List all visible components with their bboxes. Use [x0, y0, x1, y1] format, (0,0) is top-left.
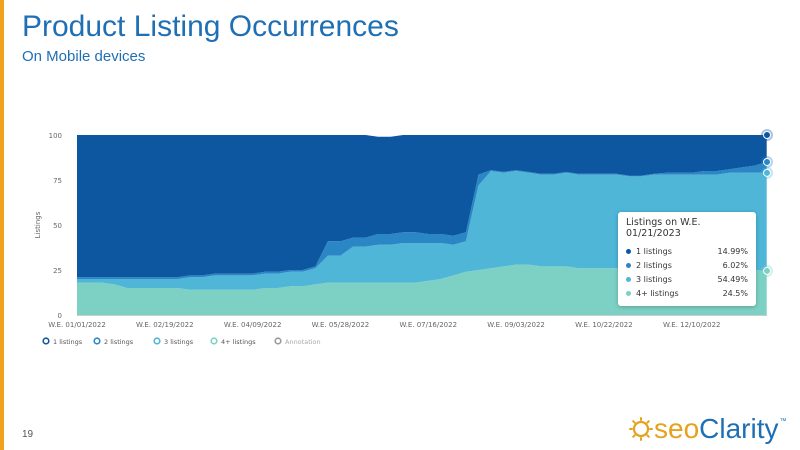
tooltip-series-value: 24.5%	[722, 288, 748, 298]
tooltip-series-name: 1 listings	[636, 246, 672, 256]
area-2-listings	[77, 162, 767, 279]
tooltip-row: 2 listings 6.02%	[626, 258, 748, 272]
legend-label: 2 listings	[104, 338, 134, 346]
hover-marker	[763, 157, 771, 166]
area-3-listings	[77, 171, 767, 290]
y-tick-label: 50	[53, 222, 62, 230]
x-tick-label: W.E. 07/16/2022	[399, 321, 457, 329]
legend-marker	[153, 337, 161, 345]
hover-marker	[763, 266, 771, 275]
tooltip-dot-4plus-listings	[626, 290, 631, 296]
slide-title: Product Listing Occurrences	[22, 10, 399, 43]
logo-clarity-text: Clarity	[699, 413, 779, 444]
tooltip-series-name: 3 listings	[636, 274, 672, 284]
tooltip-title: Listings on W.E. 01/21/2023	[626, 217, 701, 239]
y-tick-label: 0	[58, 312, 62, 320]
legend-marker	[274, 337, 282, 345]
slide-accent-bar	[0, 0, 4, 450]
logo-trademark: ™	[779, 418, 787, 425]
tooltip-series-value: 14.99%	[717, 246, 748, 256]
y-tick-label: 25	[53, 267, 62, 275]
logo-seo-text: seo	[654, 413, 700, 444]
y-tick-label: 75	[53, 177, 62, 185]
hover-marker	[763, 168, 771, 177]
tooltip-dot-3-listings	[626, 276, 631, 282]
area-1-listings	[77, 135, 767, 278]
tooltip-series-name: 2 listings	[636, 260, 672, 270]
legend-label: 4+ listings	[221, 338, 256, 346]
tooltip-dot-2-listings	[626, 262, 631, 268]
tooltip-row: 1 listings 14.99%	[626, 244, 748, 258]
seoclarity-logo: seo Clarity ™	[628, 414, 787, 444]
legend-marker	[93, 337, 101, 345]
x-tick-label: W.E. 04/09/2022	[224, 321, 282, 329]
x-tick-label: W.E. 10/22/2022	[575, 321, 633, 329]
legend-marker	[210, 337, 218, 345]
x-tick-label: W.E. 01/01/2022	[48, 321, 106, 329]
sun-gear-icon	[629, 417, 653, 441]
x-tick-label: W.E. 05/28/2022	[312, 321, 370, 329]
tooltip-row: 3 listings 54.49%	[626, 272, 748, 286]
hover-marker	[763, 131, 771, 139]
tooltip-series-name: 4+ listings	[636, 288, 679, 298]
tooltip-dot-1-listings	[626, 248, 631, 254]
area-4-listings	[77, 264, 767, 315]
x-tick-label: W.E. 09/03/2022	[487, 321, 545, 329]
legend-label: Annotation	[285, 338, 321, 346]
legend-label: 3 listings	[164, 338, 194, 346]
slide-subtitle: On Mobile devices	[22, 48, 146, 65]
y-tick-label: 100	[49, 132, 62, 140]
legend-label: 1 listings	[53, 338, 83, 346]
tooltip-series-value: 6.02%	[722, 260, 748, 270]
tooltip-row: 4+ listings 24.5%	[626, 286, 748, 300]
tooltip-series-value: 54.49%	[717, 274, 748, 284]
x-tick-label: W.E. 12/10/2022	[663, 321, 721, 329]
legend-marker	[42, 337, 50, 345]
chart-tooltip: Listings on W.E. 01/21/2023 1 listings 1…	[618, 212, 756, 306]
x-tick-label: W.E. 02/19/2022	[136, 321, 194, 329]
y-axis-label: Listings	[34, 211, 42, 238]
page-number: 19	[22, 429, 34, 440]
